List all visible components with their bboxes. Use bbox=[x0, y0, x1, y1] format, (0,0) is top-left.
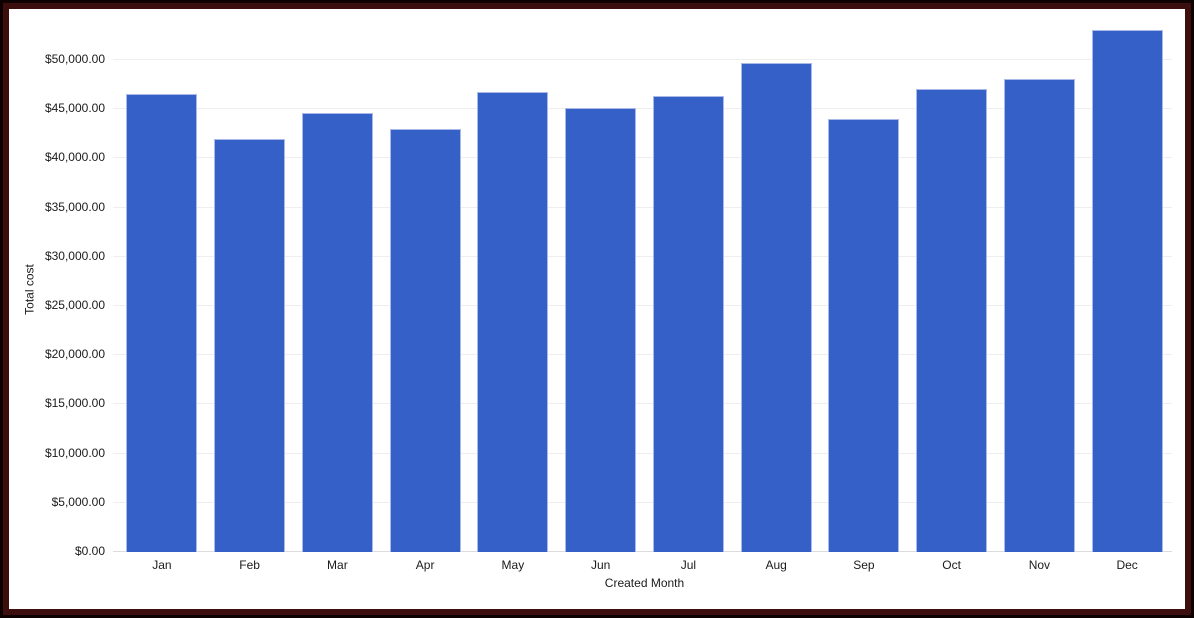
x-axis-baseline bbox=[113, 551, 1172, 552]
y-tick-label: $50,000.00 bbox=[44, 52, 105, 66]
x-axis-tick-labels: Jan Feb Mar Apr May Jun Jul Aug Sep Oct Nov Dec bbox=[118, 558, 1171, 572]
x-tick-label: Aug bbox=[765, 558, 787, 572]
y-axis-tick-labels: $0.00 $5,000.00 $10,000.00 $15,000.00 $20,00… bbox=[9, 9, 105, 558]
chart-canvas: Total cost $0.00 $5,000.00 $10,000.00 $15,0… bbox=[9, 9, 1185, 609]
y-tick-label: $35,000.00 bbox=[44, 199, 105, 214]
bar-oct[interactable] bbox=[916, 88, 988, 552]
bar-jul[interactable] bbox=[652, 96, 724, 552]
x-tick-label: May bbox=[501, 558, 525, 572]
y-tick-label: $10,000.00 bbox=[44, 445, 105, 460]
bar-may[interactable] bbox=[477, 91, 549, 552]
x-tick-label: Mar bbox=[327, 558, 348, 572]
x-tick-label: Dec bbox=[1116, 558, 1138, 572]
x-tick-label: Oct bbox=[942, 558, 961, 572]
gridline bbox=[113, 108, 1172, 110]
bar-apr[interactable] bbox=[389, 128, 461, 552]
gridline bbox=[113, 157, 1172, 159]
bar-mar[interactable] bbox=[301, 113, 373, 552]
y-tick-label: $5,000.00 bbox=[51, 494, 105, 509]
x-tick-label: Apr bbox=[415, 558, 435, 572]
gridline bbox=[113, 403, 1172, 405]
bar-dec[interactable] bbox=[1091, 30, 1163, 552]
bar-sep[interactable] bbox=[828, 119, 900, 552]
x-tick-label: Sep bbox=[853, 558, 875, 572]
x-tick-label: Jun bbox=[590, 558, 611, 572]
bar-jun[interactable] bbox=[565, 108, 637, 552]
y-tick-label: $0.00 bbox=[74, 544, 105, 558]
gridline bbox=[113, 206, 1172, 208]
x-tick-label: Jan bbox=[152, 558, 172, 572]
gridline bbox=[113, 452, 1172, 454]
y-tick-label: $45,000.00 bbox=[44, 101, 105, 116]
bar-jan[interactable] bbox=[126, 94, 198, 552]
gridline bbox=[113, 255, 1172, 257]
gridline bbox=[113, 501, 1172, 503]
bar-aug[interactable] bbox=[740, 62, 812, 552]
gridline bbox=[113, 305, 1172, 306]
y-tick-label: $40,000.00 bbox=[44, 150, 105, 165]
y-tick-label: $30,000.00 bbox=[44, 248, 105, 263]
bar-feb[interactable] bbox=[214, 138, 286, 552]
plot-area bbox=[113, 9, 1172, 552]
y-tick-label: $20,000.00 bbox=[44, 347, 105, 362]
y-tick-label: $25,000.00 bbox=[44, 298, 105, 312]
x-tick-label: Nov bbox=[1028, 558, 1051, 572]
y-tick-label: $15,000.00 bbox=[44, 396, 105, 411]
x-axis-title: Created Month bbox=[604, 576, 685, 590]
x-tick-label: Feb bbox=[239, 558, 260, 572]
bar-nov[interactable] bbox=[1003, 78, 1075, 552]
gridline bbox=[113, 354, 1172, 356]
gridline bbox=[113, 59, 1172, 60]
x-tick-label: Jul bbox=[680, 558, 697, 572]
